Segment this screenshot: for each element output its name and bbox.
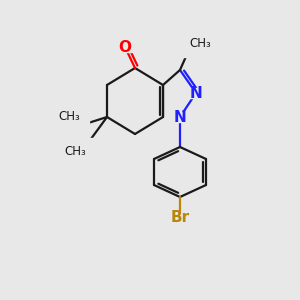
Bar (181, 47, 195, 57)
Bar (81, 138, 95, 148)
Bar (173, 112, 187, 122)
Text: CH₃: CH₃ (58, 110, 80, 123)
Text: N: N (174, 110, 186, 124)
Text: O: O (118, 40, 131, 55)
Text: CH₃: CH₃ (64, 145, 86, 158)
Bar (173, 212, 187, 222)
Bar (118, 42, 132, 52)
Text: N: N (190, 85, 202, 100)
Bar (189, 88, 203, 98)
Text: Br: Br (170, 209, 190, 224)
Text: CH₃: CH₃ (189, 37, 211, 50)
Bar (75, 120, 89, 130)
